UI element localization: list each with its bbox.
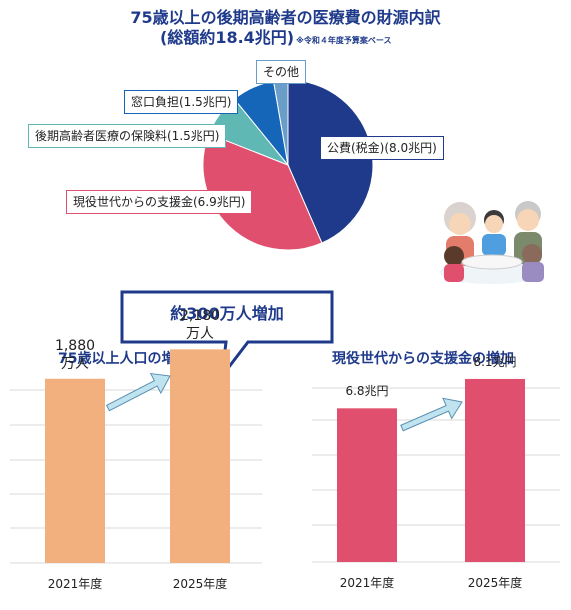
pie-slices	[202, 79, 374, 251]
support-bar-2025年度	[465, 378, 525, 562]
support-xlabel: 2025年度	[467, 576, 523, 590]
callout-bubble	[120, 290, 334, 382]
pie-label-public-tax: 公費(税金)(8.0兆円)	[320, 136, 444, 160]
support-value-label: 6.8兆円	[345, 384, 389, 399]
page-subtitle: (総額約18.4兆円)	[160, 28, 295, 47]
population-value-number: 1,880	[54, 337, 96, 354]
support-bars	[312, 378, 560, 563]
population-value-unit: 万人	[186, 326, 214, 343]
support-xlabel: 2021年度	[339, 576, 395, 590]
page-subtitle-row: (総額約18.4兆円) ※令和４年度予算案ベース	[160, 24, 392, 48]
population-increase-arrow	[105, 372, 171, 412]
support-increase-arrow	[400, 397, 463, 432]
page-title: 75歳以上の後期高齢者の医療費の財源内訳	[130, 8, 441, 27]
pie-label-copay: 窓口負担(1.5兆円)	[124, 90, 239, 114]
pie-label-other: その他	[256, 60, 307, 84]
population-value-unit: 万人	[61, 355, 89, 372]
callout-text: 約300万人増加	[170, 304, 284, 323]
population-xlabel: 2021年度	[47, 577, 103, 591]
pie-label-premium: 後期高齢者医療の保険料(1.5兆円)	[28, 124, 227, 148]
population-xlabel: 2025年度	[172, 577, 228, 591]
population-value-number: 2,180	[179, 308, 221, 325]
population-value-label: 2,180 万人	[160, 307, 240, 343]
support-bar-2021年度	[337, 408, 397, 562]
population-chart-title: 75歳以上人口の増加	[58, 351, 190, 367]
budget-note: ※令和４年度予算案ベース	[296, 36, 392, 45]
support-value-label: 8.1兆円	[473, 354, 517, 369]
support-chart-title: 現役世代からの支援金の増加	[332, 351, 514, 367]
population-bar-2021年度	[45, 378, 105, 563]
population-bar-2025年度	[170, 349, 230, 563]
population-bars	[10, 349, 262, 564]
population-value-label: 1,880 万人	[35, 337, 115, 373]
family-gathering-icon	[440, 201, 544, 284]
pie-label-support: 現役世代からの支援金(6.9兆円)	[66, 190, 253, 214]
pie-chart	[202, 79, 374, 251]
pie-slice-support	[202, 133, 323, 251]
